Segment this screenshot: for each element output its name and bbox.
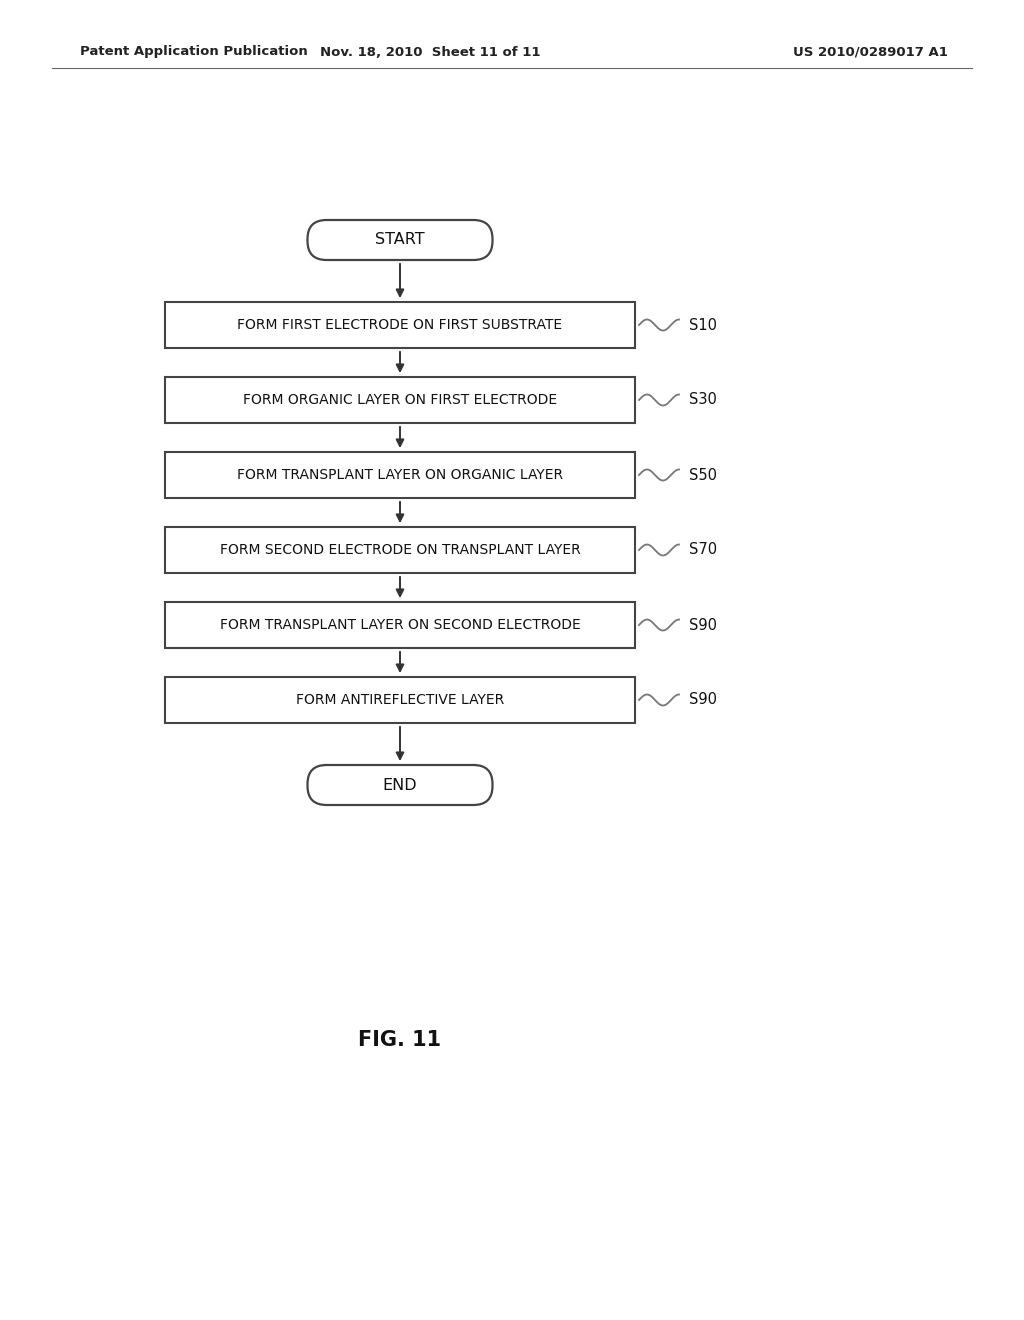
Bar (165, 527, 635, 573)
Text: END: END (383, 777, 418, 792)
Text: FORM TRANSPLANT LAYER ON SECOND ELECTRODE: FORM TRANSPLANT LAYER ON SECOND ELECTROD… (219, 618, 581, 632)
Text: FORM ANTIREFLECTIVE LAYER: FORM ANTIREFLECTIVE LAYER (296, 693, 504, 708)
Bar (165, 602, 635, 648)
Text: FORM TRANSPLANT LAYER ON ORGANIC LAYER: FORM TRANSPLANT LAYER ON ORGANIC LAYER (237, 469, 563, 482)
Text: S90: S90 (689, 693, 717, 708)
Text: S90: S90 (689, 618, 717, 632)
Bar (165, 451, 635, 498)
Text: FIG. 11: FIG. 11 (358, 1030, 441, 1049)
Text: S10: S10 (689, 318, 717, 333)
FancyBboxPatch shape (307, 220, 493, 260)
Text: S50: S50 (689, 467, 717, 483)
Bar (165, 677, 635, 723)
FancyBboxPatch shape (307, 766, 493, 805)
Text: FORM ORGANIC LAYER ON FIRST ELECTRODE: FORM ORGANIC LAYER ON FIRST ELECTRODE (243, 393, 557, 407)
Bar (165, 302, 635, 348)
Bar (165, 378, 635, 422)
Text: FORM SECOND ELECTRODE ON TRANSPLANT LAYER: FORM SECOND ELECTRODE ON TRANSPLANT LAYE… (219, 543, 581, 557)
Text: Nov. 18, 2010  Sheet 11 of 11: Nov. 18, 2010 Sheet 11 of 11 (319, 45, 541, 58)
Text: US 2010/0289017 A1: US 2010/0289017 A1 (793, 45, 947, 58)
Text: S70: S70 (689, 543, 717, 557)
Text: S30: S30 (689, 392, 717, 408)
Text: FORM FIRST ELECTRODE ON FIRST SUBSTRATE: FORM FIRST ELECTRODE ON FIRST SUBSTRATE (238, 318, 562, 333)
Text: Patent Application Publication: Patent Application Publication (80, 45, 308, 58)
Text: START: START (375, 232, 425, 248)
